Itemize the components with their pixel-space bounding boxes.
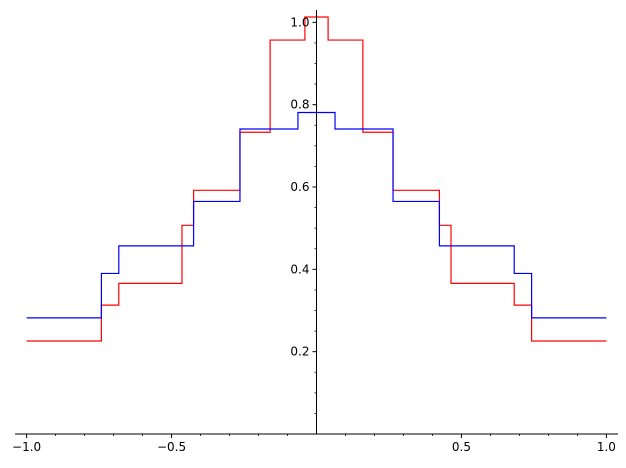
x-minor-ticks [55,434,578,436]
y-tick-label: 0.8 [290,98,309,112]
x-tick-label: 1.0 [597,440,616,454]
y-tick-label: 1.0 [290,15,309,29]
x-tick-label: −0.5 [157,440,186,454]
y-tick-label: 0.2 [290,345,309,359]
y-minor-ticks [314,42,317,414]
x-tick-label: −1.0 [12,440,41,454]
y-tick-label: 0.4 [290,262,309,276]
x-tick-label: 0.5 [452,440,471,454]
x-major-ticks: −1.0 −0.5 0.5 1.0 [12,434,616,454]
y-major-ticks: 0.2 0.4 0.6 0.8 1.0 [290,15,317,359]
axes: −1.0 −0.5 0.5 1.0 0.2 0.4 0.6 0.8 1.0 [12,10,618,454]
y-tick-label: 0.6 [290,180,309,194]
